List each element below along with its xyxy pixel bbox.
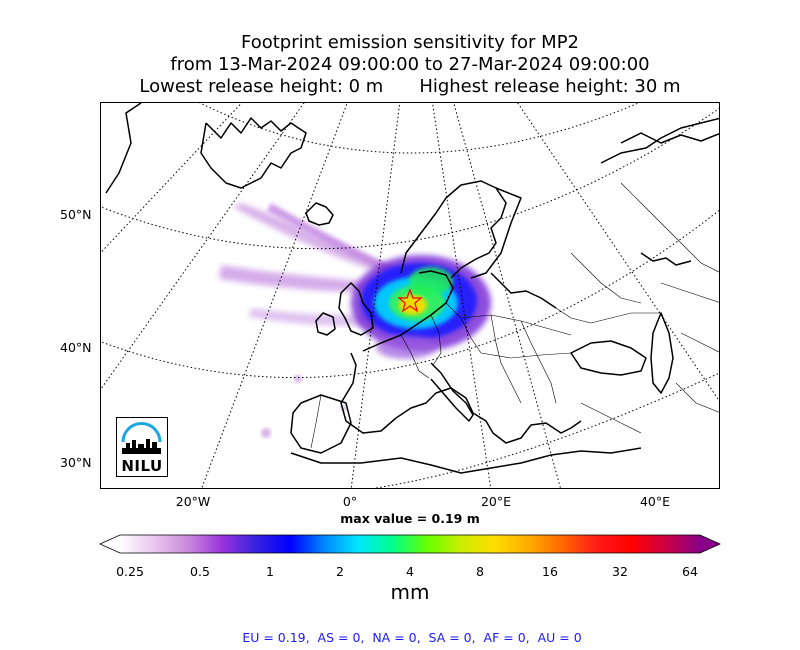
britain-coast xyxy=(338,282,374,336)
country-borders xyxy=(310,182,719,449)
colorbar-tick-5: 8 xyxy=(476,564,484,579)
latitude-line-50n xyxy=(101,107,719,250)
title-line-2: from 13-Mar-2024 09:00:00 to 27-Mar-2024… xyxy=(170,54,650,75)
iceland-coast xyxy=(305,202,334,226)
colorbar-tick-8: 64 xyxy=(682,564,698,579)
colorbar-tick-2: 1 xyxy=(266,564,274,579)
release-site-marker xyxy=(397,288,423,313)
lon-label-20e: 20°E xyxy=(480,494,512,509)
meridian-10e xyxy=(432,103,492,488)
latitude-line-60n xyxy=(199,103,640,154)
plume-yellow-core xyxy=(399,295,427,315)
region-summary: EU = 0.19, AS = 0, NA = 0, SA = 0, AF = … xyxy=(242,630,582,645)
title-line-3: Lowest release height: 0 m Highest releas… xyxy=(10,76,800,98)
black-sea-coast xyxy=(570,340,647,376)
lat-label-30n: 30°N xyxy=(60,455,92,470)
meridian-0 xyxy=(350,103,401,488)
meridian-20w xyxy=(101,103,305,390)
nilu-logo-text: NILU xyxy=(121,457,163,475)
norway-coast xyxy=(400,180,507,279)
colorbar-tick-0: 0.25 xyxy=(116,564,144,579)
meridian-30w xyxy=(101,103,243,254)
scandinavia-east xyxy=(470,187,522,279)
meridian-20e xyxy=(453,103,561,488)
colorbar-unit-label: mm xyxy=(390,580,430,604)
caspian-coast xyxy=(650,312,674,394)
latitude-line-40n xyxy=(101,209,719,379)
meridian-40e xyxy=(517,103,719,402)
lat-label-40n: 40°N xyxy=(60,340,92,355)
max-value-label: max value = 0.19 m xyxy=(340,511,480,526)
nilu-logo-graphic xyxy=(121,422,162,454)
coastlines xyxy=(105,103,719,474)
lat-label-50n: 50°N xyxy=(60,207,92,222)
plume-west-band xyxy=(219,265,393,293)
spot-3 xyxy=(261,428,271,438)
colorbar-tick-7: 32 xyxy=(612,564,628,579)
colorbar-tick-3: 2 xyxy=(336,564,344,579)
lon-label-20w: 20°W xyxy=(175,494,211,509)
graticule xyxy=(101,103,719,488)
iberia-coast xyxy=(290,394,352,454)
nilu-logo: NILU xyxy=(116,417,168,477)
colorbar-tick-4: 4 xyxy=(406,564,414,579)
footprint-plume xyxy=(219,203,491,438)
colorbar-tick-1: 0.5 xyxy=(190,564,210,579)
baltic-coast xyxy=(490,272,557,309)
lon-label-0: 0° xyxy=(342,494,358,509)
meridian-10w xyxy=(201,103,348,488)
map-canvas xyxy=(101,103,719,488)
plume-south-tail xyxy=(376,335,436,359)
plume-long-streak xyxy=(267,203,403,277)
title-line-1: Footprint emission sensitivity for MP2 xyxy=(240,32,579,53)
arctic-russia-coast xyxy=(600,117,719,266)
colorbar-body xyxy=(99,534,721,554)
map-panel: NILU xyxy=(100,102,720,489)
italy-coast xyxy=(430,362,474,422)
ireland-coast xyxy=(315,312,336,336)
lowest-release-height: Lowest release height: 0 m xyxy=(139,76,384,97)
highest-release-height: Highest release height: 30 m xyxy=(419,76,681,97)
spot-1 xyxy=(294,375,302,383)
lon-label-40e: 40°E xyxy=(639,494,671,509)
colorbar-tick-6: 16 xyxy=(542,564,558,579)
north-africa-coast xyxy=(290,447,642,474)
colorbar xyxy=(99,534,721,554)
greenland-coast xyxy=(105,103,307,194)
novaya-zemlya xyxy=(620,132,719,144)
